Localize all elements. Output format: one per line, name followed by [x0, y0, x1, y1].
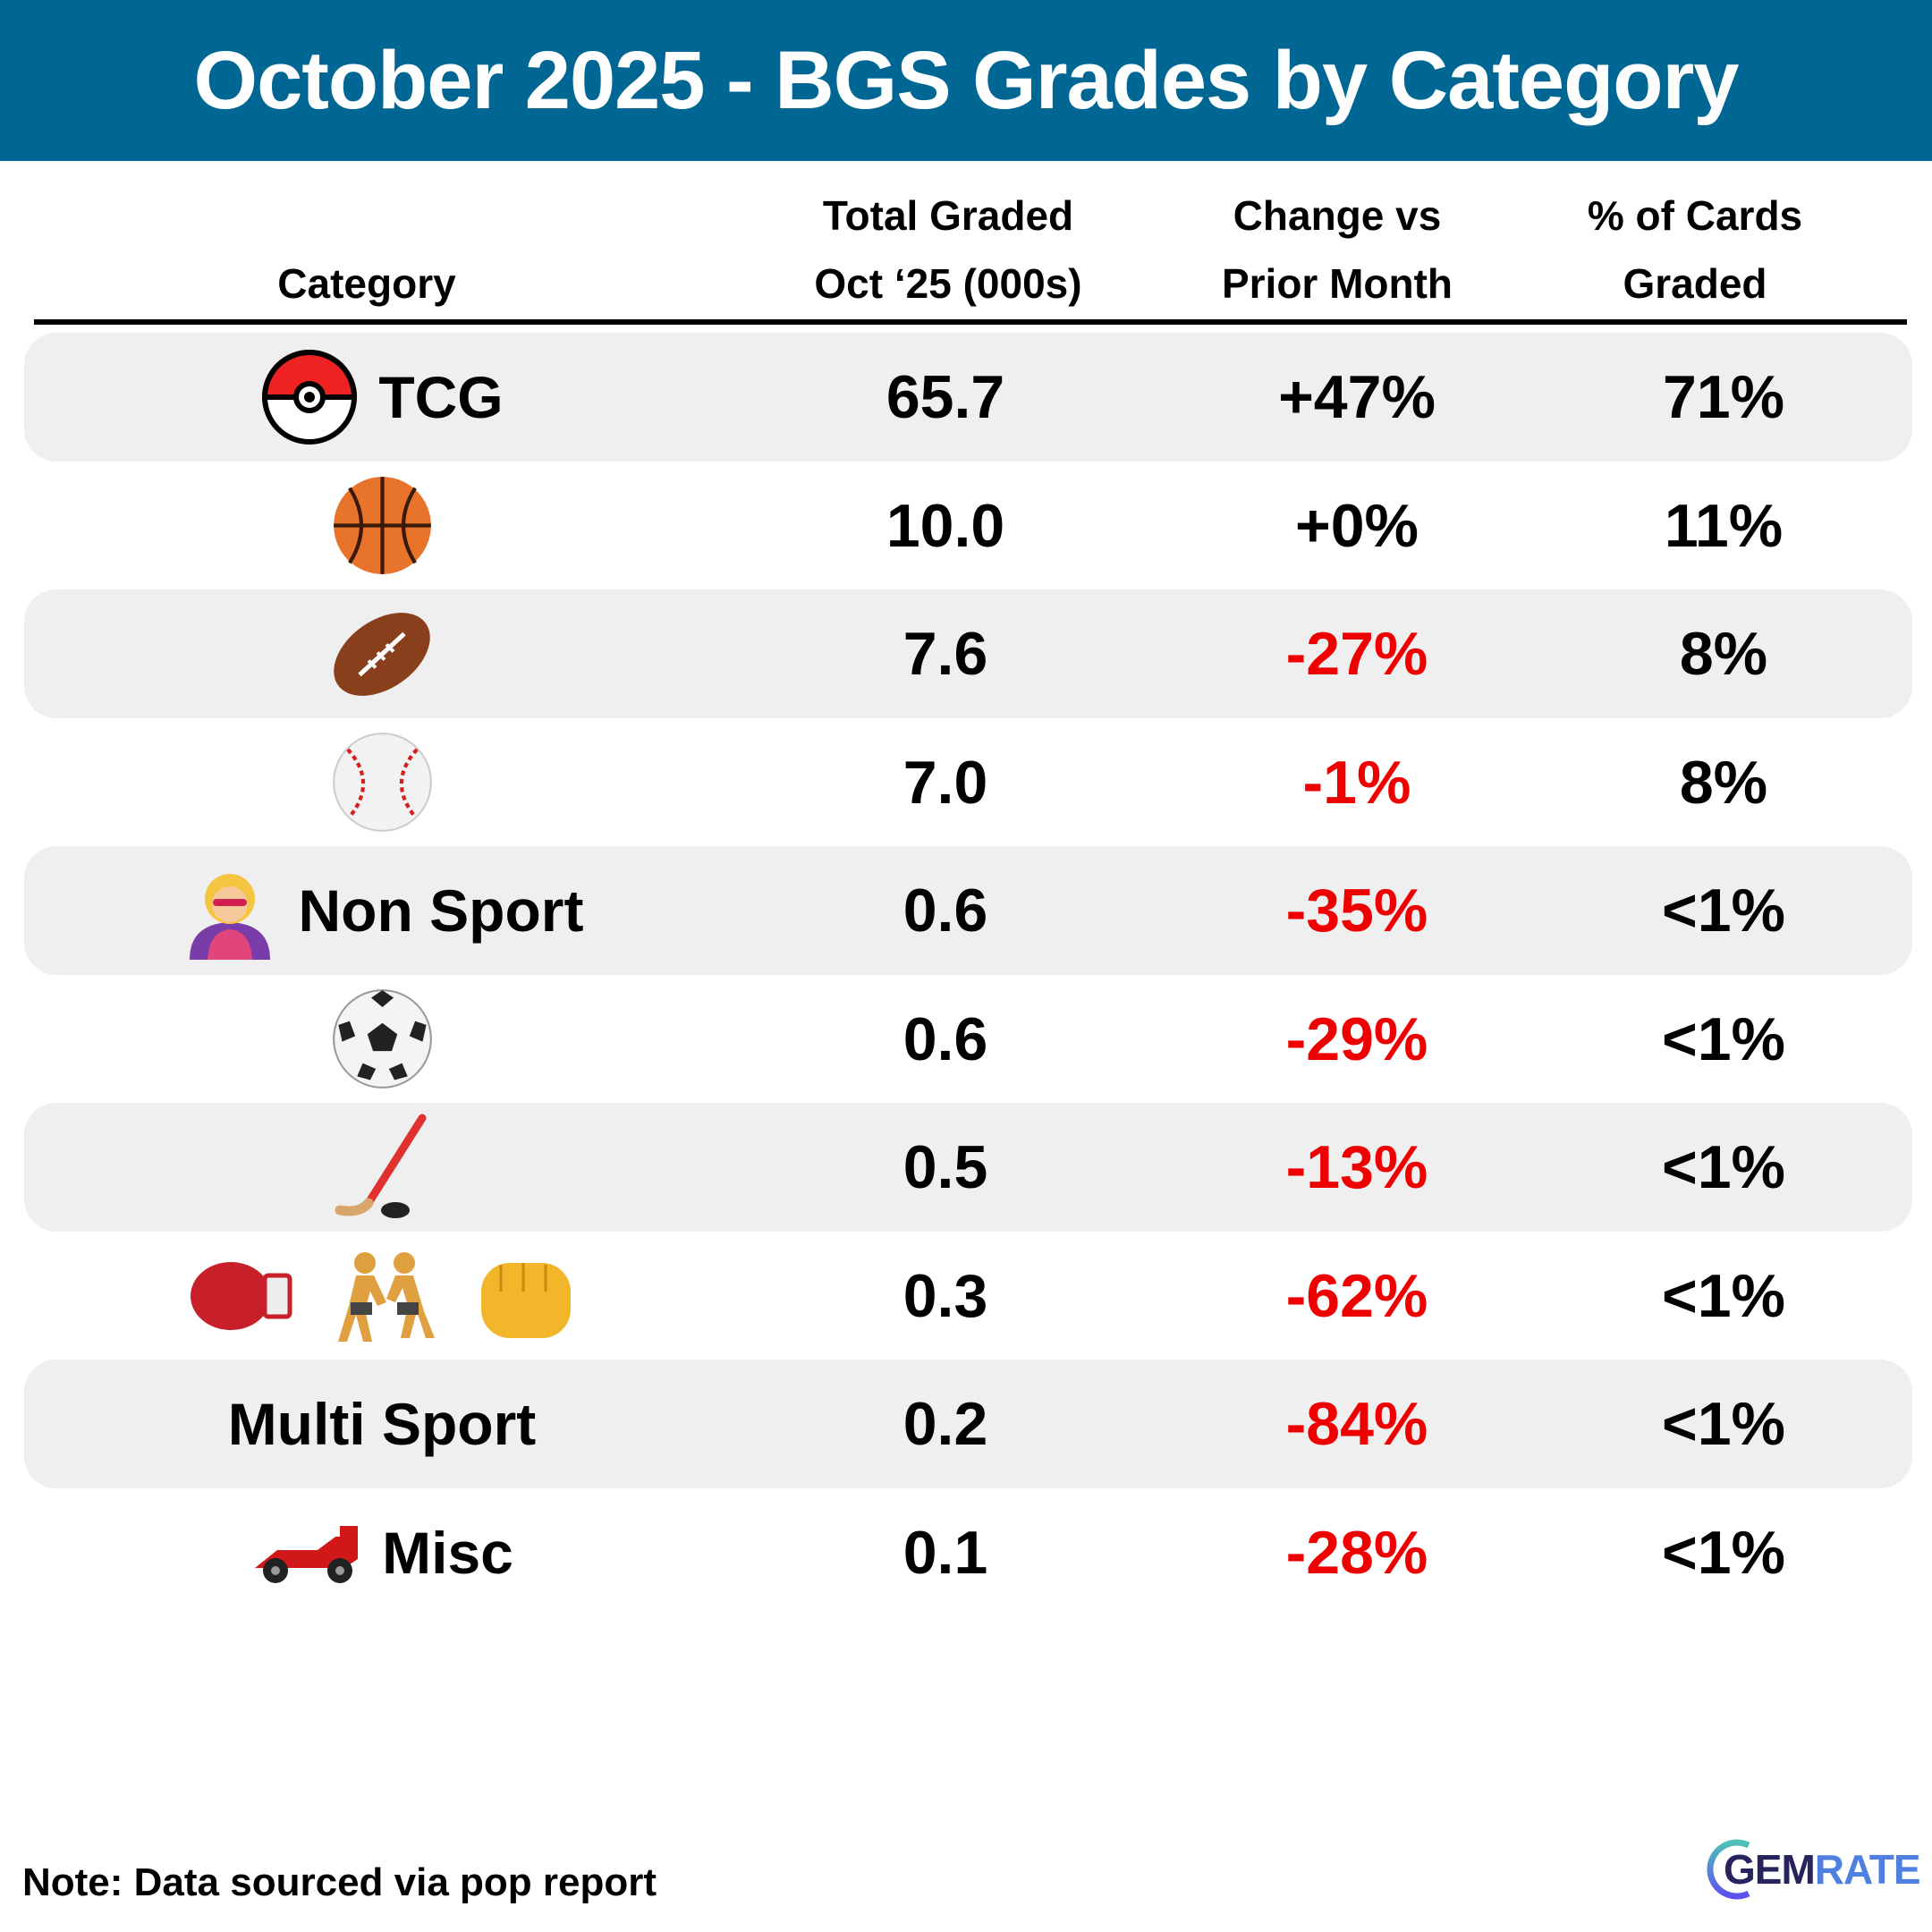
- pct-graded-cell: <1%: [1662, 877, 1785, 945]
- table-row: 10.0 +0% 11%: [24, 462, 1912, 590]
- soccer-ball-icon: [331, 987, 434, 1090]
- total-graded-cell: 10.0: [886, 491, 1005, 560]
- change-cell: -13%: [1285, 1133, 1428, 1201]
- page-title: October 2025 - BGS Grades by Category: [193, 34, 1740, 126]
- category-cell: Multi Sport: [24, 1360, 740, 1488]
- change-cell: +47%: [1278, 363, 1436, 431]
- football-icon: [328, 603, 436, 706]
- logo-text-gem: GEM: [1724, 1846, 1816, 1893]
- total-graded-cell: 0.6: [902, 1004, 988, 1073]
- total-graded-cell: 0.1: [902, 1518, 988, 1587]
- category-cell: [24, 718, 740, 847]
- wrestlers-icon: [331, 1247, 438, 1345]
- change-cell: -1%: [1302, 748, 1411, 817]
- pct-graded-cell: 71%: [1662, 363, 1785, 431]
- baseball-icon: [331, 731, 434, 834]
- pct-graded-cell: 11%: [1664, 491, 1784, 560]
- column-header-text: Oct ‘25 (000s): [814, 260, 1082, 307]
- column-header-text: Total Graded: [822, 192, 1074, 239]
- table-row: 7.0 -1% 8%: [24, 718, 1912, 847]
- total-graded-cell: 7.6: [902, 620, 988, 688]
- logo-text-rate: RATE: [1814, 1846, 1921, 1893]
- table-row: Misc 0.1 -28% <1%: [24, 1488, 1912, 1617]
- column-header-total: Total Graded Oct ‘25 (000s): [769, 183, 1127, 318]
- table-row: 0.6 -29% <1%: [24, 975, 1912, 1104]
- column-header-text: Prior Month: [1221, 260, 1453, 307]
- gemrate-logo: GEM RATE: [1704, 1838, 1921, 1901]
- basketball-icon: [331, 474, 434, 577]
- category-label: Non Sport: [298, 877, 584, 944]
- table-row: 7.6 -27% 8%: [24, 589, 1912, 718]
- table-row: Multi Sport 0.2 -84% <1%: [24, 1360, 1912, 1488]
- column-header-change: Change vs Prior Month: [1158, 183, 1516, 318]
- table-row: TCG 65.7 +47% 71%: [24, 333, 1912, 462]
- category-cell: Non Sport: [24, 846, 740, 975]
- racing-car-icon: [250, 1519, 362, 1586]
- hockey-icon: [333, 1114, 431, 1221]
- category-cell: Misc: [24, 1488, 740, 1617]
- change-cell: +0%: [1295, 491, 1419, 560]
- boxing-glove-icon: [188, 1256, 295, 1336]
- category-cell: [24, 1103, 740, 1232]
- category-label: Multi Sport: [227, 1391, 537, 1457]
- pokeball-icon: [260, 348, 359, 446]
- category-cell: [24, 589, 740, 718]
- footnote: Note: Data sourced via pop report: [22, 1860, 657, 1904]
- change-cell: -84%: [1285, 1390, 1428, 1458]
- category-cell: [24, 975, 740, 1104]
- fist-icon: [474, 1247, 577, 1345]
- category-cell: TCG: [24, 333, 740, 462]
- change-cell: -29%: [1285, 1004, 1428, 1073]
- pct-graded-cell: 8%: [1679, 620, 1768, 688]
- category-cell: [24, 462, 740, 590]
- column-header-pct: % of Cards Graded: [1516, 183, 1874, 318]
- column-header-text: Graded: [1623, 260, 1767, 307]
- title-banner: October 2025 - BGS Grades by Category: [0, 0, 1932, 161]
- pct-graded-cell: <1%: [1662, 1390, 1785, 1458]
- change-cell: -62%: [1285, 1261, 1428, 1330]
- table-row: 0.3 -62% <1%: [24, 1232, 1912, 1360]
- category-cell: [24, 1232, 740, 1360]
- total-graded-cell: 0.2: [902, 1390, 988, 1458]
- pct-graded-cell: <1%: [1662, 1133, 1785, 1201]
- logo-arc-icon: [1707, 1839, 1750, 1900]
- pct-graded-cell: <1%: [1662, 1004, 1785, 1073]
- pct-graded-cell: <1%: [1662, 1261, 1785, 1330]
- change-cell: -35%: [1285, 877, 1428, 945]
- column-header-text: Category: [277, 260, 456, 307]
- total-graded-cell: 65.7: [886, 363, 1005, 431]
- change-cell: -28%: [1285, 1518, 1428, 1587]
- total-graded-cell: 7.0: [902, 748, 988, 817]
- total-graded-cell: 0.6: [902, 877, 988, 945]
- table-row: Non Sport 0.6 -35% <1%: [24, 846, 1912, 975]
- table-row: 0.5 -13% <1%: [24, 1103, 1912, 1232]
- category-label: TCG: [378, 364, 504, 430]
- column-header-text: % of Cards: [1587, 192, 1803, 239]
- pct-graded-cell: <1%: [1662, 1518, 1785, 1587]
- total-graded-cell: 0.3: [902, 1261, 988, 1330]
- pct-graded-cell: 8%: [1679, 748, 1768, 817]
- category-label: Misc: [382, 1519, 513, 1586]
- superhero-icon: [181, 861, 279, 960]
- total-graded-cell: 0.5: [902, 1133, 988, 1201]
- header-divider: [34, 319, 1907, 325]
- column-header-category: Category: [98, 183, 635, 318]
- column-header-text: Change vs: [1233, 192, 1442, 239]
- change-cell: -27%: [1285, 620, 1428, 688]
